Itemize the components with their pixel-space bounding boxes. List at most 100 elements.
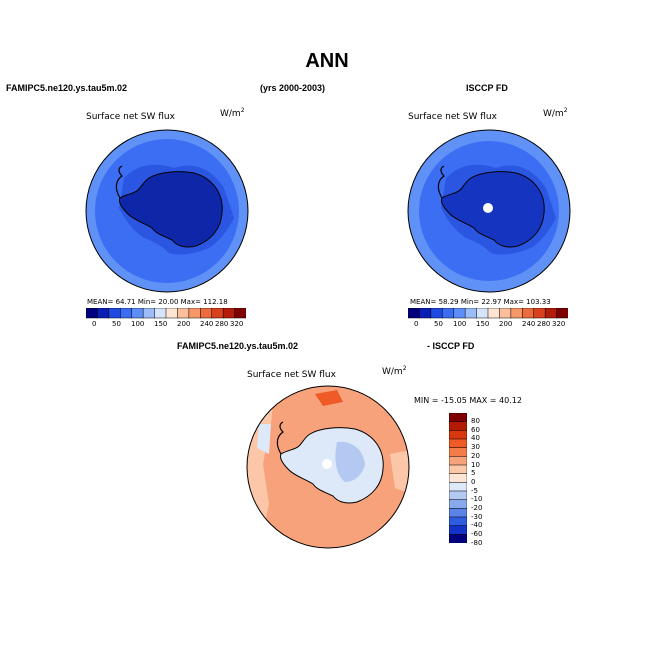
colorbar-swatch <box>154 308 167 319</box>
panel3-tick: 30 <box>471 443 480 452</box>
colorbar-swatch <box>408 308 420 319</box>
panel3-pole-hole <box>322 459 332 469</box>
panel3-tick: -20 <box>471 504 483 512</box>
panel1-colorbar <box>86 308 246 319</box>
colorbar-swatch <box>234 308 246 319</box>
panel1-peninsula <box>115 165 123 199</box>
colorbar-swatch <box>419 308 432 319</box>
panel2-colorbar <box>408 308 568 319</box>
panel1-antarctica <box>119 171 223 248</box>
colorbar-swatch <box>464 308 478 319</box>
panel3-tick: -80 <box>471 538 483 547</box>
colorbar-swatch <box>449 490 467 501</box>
panel3-tick: 60 <box>471 425 480 434</box>
panel2-map-border <box>407 129 571 293</box>
panel1-polar-map <box>85 129 249 293</box>
colorbar-swatch <box>487 308 500 319</box>
panel1-tick: 0 <box>92 320 97 328</box>
colorbar-swatch <box>165 308 178 319</box>
colorbar-swatch <box>533 308 546 319</box>
panel3-colorbar-ticks: 80 60 40 30 20 10 5 0 -5 -10 -20 -30 -40… <box>471 413 501 547</box>
panel2-tick: 320 <box>552 320 566 328</box>
colorbar-swatch <box>200 308 213 319</box>
colorbar-swatch <box>177 308 190 319</box>
colorbar-swatch <box>188 308 201 319</box>
colorbar-swatch <box>211 308 224 319</box>
colorbar-swatch <box>556 308 568 319</box>
panel3-polar-map <box>246 385 410 549</box>
colorbar-swatch <box>222 308 236 319</box>
panel3-east-patch <box>390 450 409 494</box>
panel1-field-label: Surface net SW flux <box>86 112 175 122</box>
colorbar-swatch <box>449 430 467 440</box>
obs-name-header: ISCCP FD <box>466 83 508 93</box>
panel3-antarctica <box>280 427 384 504</box>
panel3-minmax: MIN = -15.05 MAX = 40.12 <box>414 396 522 405</box>
panel2-tick: 280 <box>537 320 551 328</box>
panel2-pole-hole <box>483 203 493 213</box>
panel2-colorbar-ticks: 0 50 100 150 200 240 280 320 <box>408 320 568 330</box>
panel3-peninsula <box>276 421 284 455</box>
colorbar-swatch <box>449 534 467 543</box>
panel2-units: W/m2 <box>543 107 568 119</box>
panel1-tick: 280 <box>215 320 229 328</box>
panel2-tick: 50 <box>434 320 443 328</box>
colorbar-swatch <box>449 464 467 475</box>
colorbar-swatch <box>449 473 467 483</box>
colorbar-swatch <box>522 308 535 319</box>
panel1-colorbar-ticks: 0 50 100 150 200 240 280 320 <box>86 320 246 330</box>
diff-case-header: FAMIPC5.ne120.ys.tau5m.02 <box>177 341 299 351</box>
panel2-tick: 150 <box>476 320 490 328</box>
panel2-antarctica <box>441 171 545 248</box>
panel2-polar-map <box>407 129 571 293</box>
panel1-units: W/m2 <box>220 107 245 119</box>
panel1-tick: 150 <box>154 320 168 328</box>
panel3-north-warm-patch <box>315 390 343 406</box>
colorbar-swatch <box>86 308 98 319</box>
panel1-tick: 320 <box>230 320 244 328</box>
colorbar-swatch <box>499 308 512 319</box>
colorbar-swatch <box>449 413 467 423</box>
panel3-tick: -5 <box>471 486 478 495</box>
diff-suffix-header: - ISCCP FD <box>427 341 475 351</box>
panel3-colorbar <box>449 413 467 543</box>
panel3-tick: 40 <box>471 434 480 443</box>
panel3-tick: 80 <box>471 417 480 425</box>
panel3-tick: 5 <box>471 469 476 478</box>
colorbar-swatch <box>108 308 121 319</box>
colorbar-swatch <box>449 482 467 492</box>
panel3-tick: 0 <box>471 477 476 486</box>
panel1-tick: 240 <box>200 320 214 328</box>
colorbar-swatch <box>120 308 133 319</box>
panel3-tick: -40 <box>471 521 483 530</box>
colorbar-swatch <box>97 308 110 319</box>
colorbar-swatch <box>449 456 467 466</box>
colorbar-swatch <box>449 516 467 527</box>
colorbar-swatch <box>449 447 467 457</box>
panel2-tick: 100 <box>453 320 467 328</box>
panel3-west-blue-patch <box>257 424 271 454</box>
case-name-header: FAMIPC5.ne120.ys.tau5m.02 <box>6 83 128 93</box>
panel2-tick: 200 <box>499 320 513 328</box>
panel3-interior-cool-patch <box>335 441 365 482</box>
panel2-stats: MEAN= 58.29 Min= 22.97 Max= 103.33 <box>410 298 551 306</box>
panel3-field-label: Surface net SW flux <box>247 370 336 380</box>
colorbar-swatch <box>449 508 467 518</box>
panel2-tick: 240 <box>522 320 536 328</box>
colorbar-swatch <box>142 308 156 319</box>
panel3-map-border <box>246 385 410 549</box>
colorbar-swatch <box>430 308 443 319</box>
panel2-field-label: Surface net SW flux <box>408 112 497 122</box>
colorbar-swatch <box>453 308 466 319</box>
page-title: ANN <box>305 50 349 72</box>
colorbar-swatch <box>449 525 467 535</box>
colorbar-swatch <box>131 308 144 319</box>
panel2-peninsula <box>437 165 445 199</box>
panel3-tick: -30 <box>471 512 483 521</box>
panel1-tick: 50 <box>112 320 121 328</box>
panel1-map-border <box>85 129 249 293</box>
panel3-units: W/m2 <box>382 365 407 377</box>
panel3-tick: 20 <box>471 451 480 460</box>
panel1-tick: 100 <box>131 320 145 328</box>
panel2-tick: 0 <box>414 320 419 328</box>
